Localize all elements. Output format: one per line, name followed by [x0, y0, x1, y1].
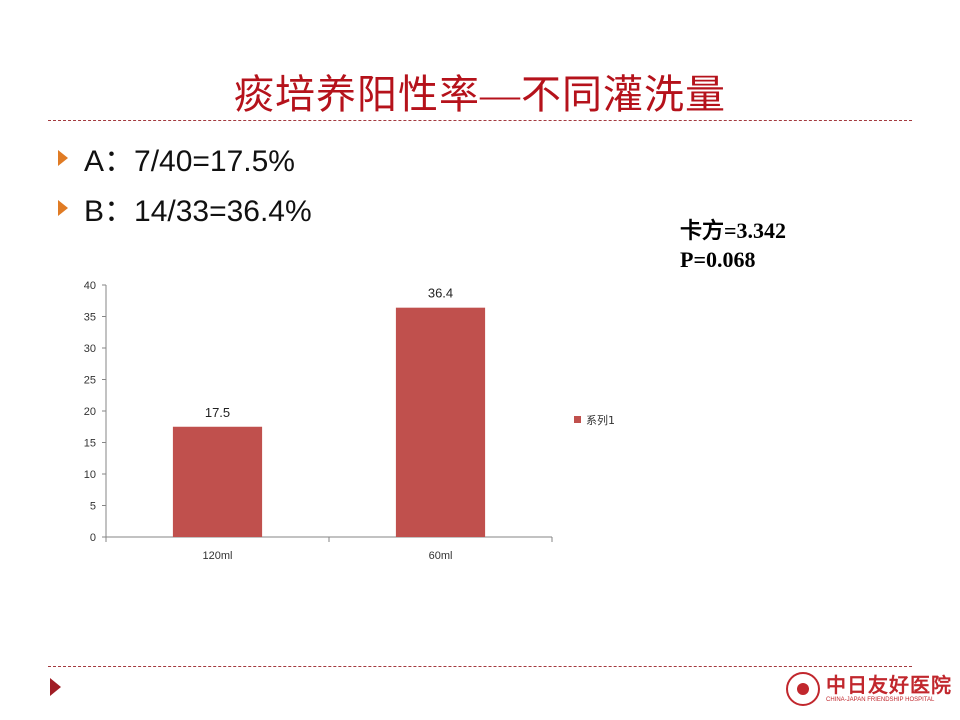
hospital-logo: 中日友好医院 CHINA-JAPAN FRIENDSHIP HOSPITAL [786, 672, 952, 706]
bar [395, 307, 486, 537]
logo-name-cn: 中日友好医院 [826, 673, 952, 697]
bar [172, 426, 263, 537]
bar-data-label: 17.5 [205, 405, 230, 420]
header-divider [48, 120, 912, 121]
y-tick-label: 0 [90, 532, 96, 544]
legend-swatch [574, 416, 581, 423]
bullet-text-b: B：14/33=36.4% [84, 195, 312, 228]
slide-title: 痰培养阳性率—不同灌洗量 [234, 72, 726, 117]
y-tick-label: 30 [84, 343, 96, 355]
y-tick-label: 15 [84, 438, 96, 450]
y-tick-label: 10 [84, 469, 96, 481]
x-category-label: 120ml [203, 550, 233, 562]
y-tick-label: 5 [90, 501, 96, 513]
next-slide-arrow-icon[interactable] [50, 678, 61, 696]
p-value: P=0.068 [680, 247, 756, 272]
x-category-label: 60ml [429, 550, 453, 562]
bar-chart: 0 5 10 15 20 25 30 35 40 17.5 120ml 36.4 60ml 系列1 [84, 280, 615, 562]
bullet-text-a: A：7/40=17.5% [84, 145, 295, 178]
triangle-bullet-icon [58, 150, 68, 166]
logo-name-en: CHINA-JAPAN FRIENDSHIP HOSPITAL [826, 697, 935, 703]
footer-divider [48, 666, 912, 667]
y-tick-label: 20 [84, 406, 96, 418]
bar-data-label: 36.4 [428, 286, 453, 301]
y-tick-label: 35 [84, 312, 96, 324]
hospital-emblem-icon [786, 672, 820, 706]
legend-label: 系列1 [586, 413, 615, 427]
chi-square-value: 卡方=3.342 [680, 218, 787, 243]
bullet-item-b: B：14/33=36.4% [58, 186, 312, 230]
bullet-item-a: A：7/40=17.5% [58, 136, 295, 180]
statistics-box: 卡方=3.342 P=0.068 [680, 216, 786, 274]
y-tick-label: 40 [84, 280, 96, 292]
y-tick-label: 25 [84, 375, 96, 387]
triangle-bullet-icon [58, 200, 68, 216]
